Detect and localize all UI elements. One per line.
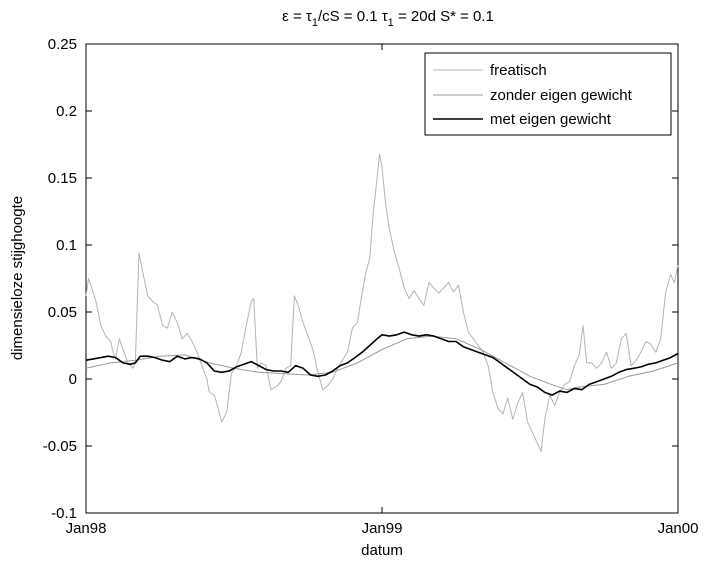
y-tick-label-5: 0.15 (48, 170, 77, 187)
y-tick-label-4: 0.1 (56, 237, 77, 254)
x-tick-label-2: Jan00 (658, 520, 699, 537)
x-tick-label-1: Jan99 (362, 520, 403, 537)
legend-box (424, 52, 672, 136)
y-tick-label-6: 0.2 (56, 103, 77, 120)
series-layer (85, 153, 679, 452)
y-tick-label-2: 0 (69, 371, 77, 388)
series-line-freatisch (85, 153, 679, 452)
legend: freatisch zonder eigen gewicht met eigen… (424, 52, 672, 136)
x-tick-label-0: Jan98 (66, 520, 107, 537)
y-axis-label: dimensieloze stijghoogte (9, 196, 26, 360)
series-line-met-eigen-gewicht (85, 331, 679, 396)
legend-label-freatisch: freatisch (490, 62, 547, 79)
legend-label-zonder-eigen-gewicht: zonder eigen gewicht (490, 87, 633, 104)
axis-layer: -0.1 -0.05 0 0.05 0.1 0.15 0.2 0.25 Jan98 Jan99 Ja… (43, 36, 699, 537)
y-tick-label-7: 0.25 (48, 36, 77, 53)
series-line-zonder-eigen-gewicht (85, 335, 679, 391)
x-axis-label: datum (361, 542, 403, 559)
y-tick-label-1: -0.05 (43, 438, 77, 455)
chart-title: ε = τ1/cS = 0.1 τ1 = 20d S* = 0.1 (282, 8, 494, 29)
y-tick-label-3: 0.05 (48, 304, 77, 321)
y-tick-label-0: -0.1 (51, 505, 77, 522)
legend-label-met-eigen-gewicht: met eigen gewicht (490, 111, 612, 128)
